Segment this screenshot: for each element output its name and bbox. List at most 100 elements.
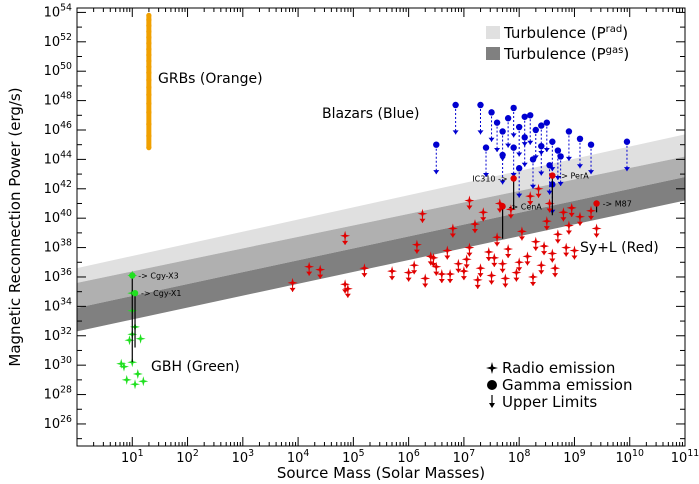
blazar-upper-limit	[494, 122, 501, 153]
blazar-point	[587, 141, 595, 148]
syl-point	[486, 270, 497, 281]
blazar-point	[510, 144, 517, 151]
band-legend-prad-swatch	[486, 26, 500, 39]
blazar-point	[499, 151, 506, 159]
blazar-point	[549, 138, 556, 145]
blazar-point	[488, 109, 495, 116]
grb-point	[146, 17, 152, 23]
y-tick-label: 1046	[44, 120, 72, 138]
blazar-point	[576, 135, 584, 143]
legend-label: Upper Limits	[502, 393, 597, 411]
syl-point	[541, 216, 552, 227]
syl-point	[315, 264, 326, 275]
y-tick-label: 1036	[44, 267, 72, 285]
syl-point	[411, 239, 422, 250]
blazar-upper-limit	[510, 107, 517, 138]
blazar-point	[543, 119, 551, 126]
syl-point	[483, 247, 494, 257]
x-tick-label: 105	[342, 448, 365, 466]
syl-point	[536, 260, 547, 271]
blazar-upper-limit	[433, 144, 440, 175]
syl-point	[539, 241, 550, 252]
blazar-upper-limit	[516, 127, 523, 157]
syl-point	[403, 267, 414, 278]
grb-point	[146, 12, 152, 18]
gbh-point	[116, 358, 127, 369]
blazar-upper-limit	[538, 125, 545, 155]
source-cgy-x3-label: -> Cgy-X3	[138, 272, 178, 281]
grb-point	[146, 84, 152, 90]
blazar-upper-limit	[510, 147, 517, 178]
source-cgy-x3-point	[129, 272, 136, 279]
syl-point	[552, 229, 563, 240]
x-tick-label: 1010	[616, 448, 644, 466]
blazar-point	[452, 101, 459, 109]
y-tick-label: 1034	[44, 296, 72, 314]
source-cgy-x1-point	[131, 289, 139, 297]
gbh-point	[121, 374, 132, 385]
blazar-point	[515, 123, 523, 131]
syl-point	[453, 258, 464, 269]
syl-point	[563, 220, 574, 231]
syl-point	[500, 273, 511, 284]
band-legend-prad-label: Turbulence (Prad)	[503, 24, 628, 42]
grb-point	[146, 34, 152, 40]
blazar-upper-limit	[557, 156, 564, 186]
syl-point	[470, 219, 480, 230]
gbh-point	[138, 376, 149, 387]
grb-point	[146, 23, 152, 29]
blazar-upper-limit	[543, 122, 550, 153]
grb-point	[146, 121, 152, 127]
gbh-point	[135, 333, 146, 344]
label-gbh: GBH (Green)	[151, 359, 240, 375]
blazar-point	[565, 128, 573, 135]
syl-point	[494, 198, 505, 209]
x-tick-label: 108	[508, 448, 531, 466]
band-legend-pgas-swatch	[486, 47, 500, 60]
x-axis-label: Source Mass (Solar Masses)	[277, 464, 485, 482]
blazar-point	[546, 162, 553, 169]
gbh-point	[124, 335, 135, 346]
grb-point	[146, 52, 152, 58]
x-tick-label: 106	[397, 448, 420, 466]
syl-point	[304, 261, 315, 272]
source-cena-label: -> CenA	[509, 202, 543, 211]
label-sy-l: Sy+L (Red)	[580, 240, 659, 256]
syl-point	[342, 283, 353, 294]
y-tick-label: 1044	[44, 149, 72, 167]
grb-point	[146, 100, 152, 107]
y-tick-label: 1054	[44, 2, 72, 20]
grb-point	[146, 64, 152, 70]
syl-point	[514, 257, 525, 268]
syl-point	[530, 236, 541, 247]
blazar-upper-limit	[452, 105, 459, 135]
source-m87-point	[593, 200, 600, 207]
band-pgas	[77, 177, 685, 332]
blazar-upper-limit	[488, 112, 495, 142]
syl-point	[287, 277, 298, 288]
gbh-point	[119, 361, 129, 372]
x-axis: 101 102 103 104 105 106 107 108 109 1010 1011	[93, 8, 699, 466]
y-axis-label: Magnetic Reconnection Power (erg/s)	[6, 87, 24, 366]
source-cgy-x1-label: -> Cgy-X1	[141, 289, 181, 298]
y-axis: 1026 1028 1030 1032 1034 1036 1038 1040 1042 1044…	[44, 2, 685, 440]
blazar-point	[493, 119, 501, 126]
y-tick-label: 1052	[44, 32, 72, 50]
syl-point	[503, 244, 514, 254]
syl-point	[447, 223, 458, 234]
blazar-upper-limit	[530, 159, 536, 189]
syl-point	[420, 273, 431, 284]
syl-point	[561, 242, 572, 253]
x-tick-label: 107	[453, 448, 476, 466]
syl-point	[544, 198, 555, 209]
source-annotations: -> Cgy-X3 -> Cgy-X1 IC310 -> -> PerA -> CenA…	[129, 172, 632, 363]
source-cena-point	[499, 203, 506, 210]
blazar-point	[510, 104, 517, 112]
down-arrow-icon	[489, 395, 495, 408]
syl-point	[489, 252, 500, 263]
y-tick-label: 1038	[44, 238, 72, 256]
syl-point	[340, 279, 351, 290]
x-tick-label: 102	[176, 448, 199, 466]
y-tick-label: 1040	[44, 208, 72, 226]
syl-point	[558, 207, 569, 218]
